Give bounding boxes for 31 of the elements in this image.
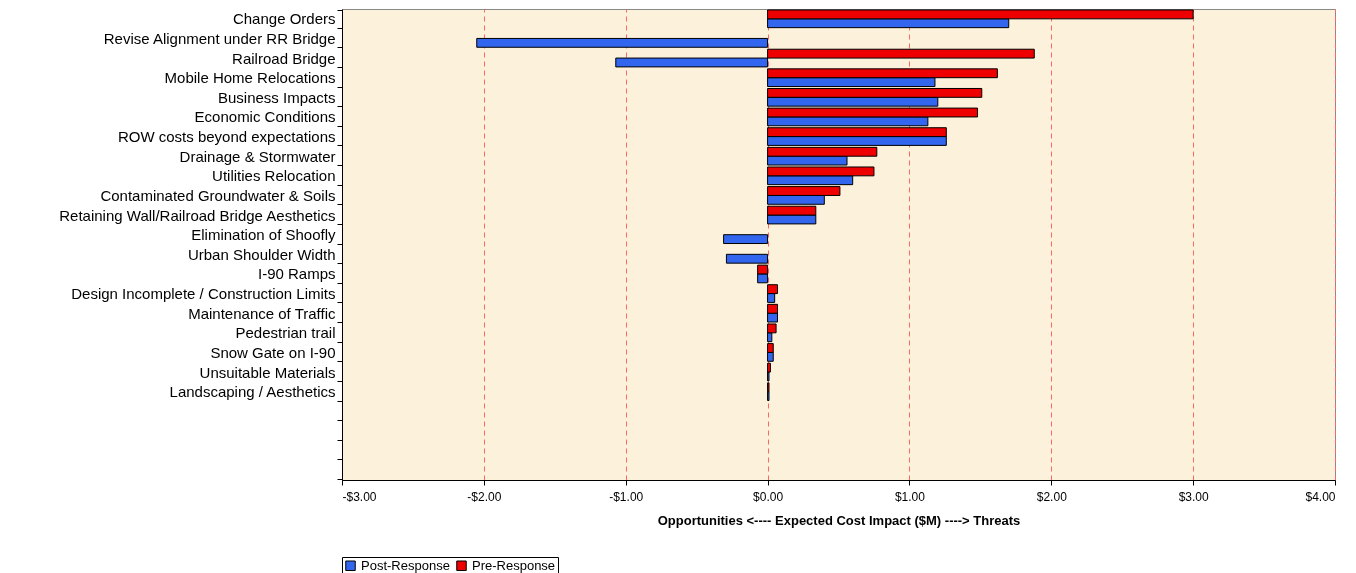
x-tick-label: -$1.00 (609, 489, 644, 504)
y-tick-label: Design Incomplete / Construction Limits (71, 285, 336, 303)
y-tick-label: Landscaping / Aesthetics (169, 383, 336, 401)
x-tick-label: $0.00 (753, 489, 784, 504)
y-tick-label: ROW costs beyond expectations (117, 128, 336, 146)
y-tick-label: Business Impacts (217, 88, 336, 106)
legend-label: Pre-Response (472, 557, 556, 573)
y-tick-label: Pedestrian trail (235, 324, 336, 342)
x-tick-label: $2.00 (1036, 489, 1068, 504)
y-tick-label: Urban Shoulder Width (187, 245, 336, 263)
y-tick-label: Drainage & Stormwater (179, 147, 336, 165)
y-tick-label: Change Orders (232, 10, 336, 28)
x-axis-title: Opportunities <---- Expected Cost Impact ($M) ----> Threats (657, 512, 1021, 528)
y-tick-label: Unsuitable Materials (199, 363, 336, 381)
x-tick-label: $4.00 (1305, 489, 1336, 504)
x-tick-label: -$3.00 (342, 489, 377, 504)
y-tick-label: Maintenance of Traffic (188, 304, 336, 322)
y-tick-label: Railroad Bridge (232, 49, 336, 67)
y-tick-label: Mobile Home Relocations (164, 69, 336, 87)
legend-label: Post-Response (361, 557, 450, 573)
y-tick-label: Elimination of Shoofly (191, 226, 336, 244)
y-tick-label: Revise Alignment under RR Bridge (103, 29, 336, 47)
y-tick-label: Snow Gate on I-90 (210, 343, 336, 361)
x-tick-label: $3.00 (1178, 489, 1209, 504)
y-tick-label: Utilities Relocation (212, 167, 336, 185)
y-tick-label: Contaminated Groundwater & Soils (100, 186, 336, 204)
y-tick-label: Economic Conditions (194, 108, 336, 126)
x-tick-label: -$2.00 (467, 489, 502, 504)
y-tick-label: Retaining Wall/Railroad Bridge Aesthetics (59, 206, 336, 224)
x-tick-label: $1.00 (894, 489, 926, 504)
y-tick-label: I-90 Ramps (257, 265, 336, 283)
